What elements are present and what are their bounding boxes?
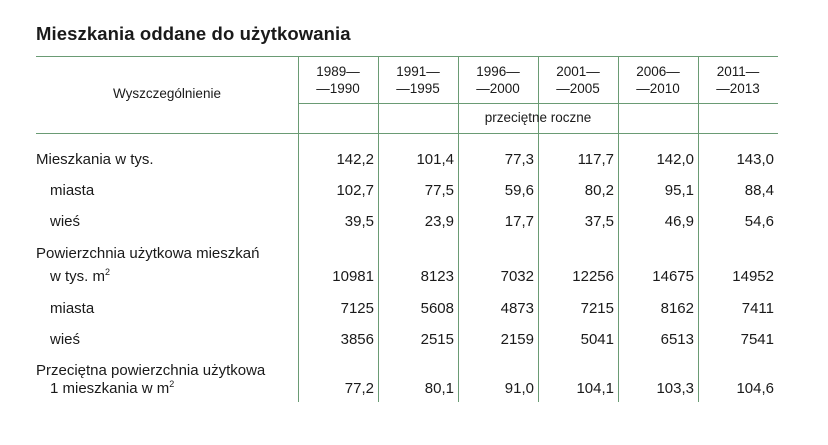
table-cell: 143,0 (736, 151, 774, 168)
table-cell: 59,6 (504, 182, 534, 199)
table-cell: 14675 (652, 268, 694, 285)
header-bottom-rule (36, 133, 778, 134)
table-cell: 80,2 (584, 182, 614, 199)
table-cell: 104,1 (576, 380, 614, 397)
column-header: 1996— —2000 (476, 64, 520, 96)
row-label: Mieszkania w tys. (36, 151, 154, 168)
column-divider (458, 56, 459, 402)
table-cell: 142,2 (336, 151, 374, 168)
unit-note: przeciętne roczne (484, 110, 592, 125)
column-divider (538, 56, 539, 402)
row-label: w tys. m2 (50, 267, 111, 286)
table-cell: 91,0 (504, 380, 534, 397)
row-label: Przeciętna powierzchnia użytkowa (36, 362, 266, 379)
table-cell: 103,3 (656, 380, 694, 397)
table-cell: 7411 (741, 300, 774, 317)
table-cell: 8123 (420, 268, 454, 285)
column-divider (378, 56, 379, 402)
table-cell: 88,4 (744, 182, 774, 199)
table-cell: 23,9 (424, 213, 454, 230)
table-cell: 104,6 (736, 380, 774, 397)
table-cell: 6513 (660, 331, 694, 348)
table-cell: 14952 (732, 268, 774, 285)
table-cell: 2159 (500, 331, 534, 348)
table-cell: 4873 (500, 300, 534, 317)
table-cell: 2515 (420, 331, 454, 348)
table-cell: 77,5 (424, 182, 454, 199)
column-header: 1991— —1995 (396, 64, 440, 96)
table-cell: 7541 (740, 331, 774, 348)
row-label: wieś (50, 331, 81, 348)
table-cell: 10981 (332, 268, 374, 285)
table-cell: 54,6 (744, 213, 774, 230)
table-cell: 17,7 (504, 213, 534, 230)
row-label: wieś (50, 213, 81, 230)
table-cell: 8162 (660, 300, 694, 317)
table-cell: 7215 (580, 300, 614, 317)
table-cell: 3856 (340, 331, 374, 348)
table-cell: 12256 (572, 268, 614, 285)
table-cell: 95,1 (664, 182, 694, 199)
table-cell: 7125 (340, 300, 374, 317)
row-label: miasta (50, 182, 95, 199)
table-cell: 37,5 (584, 213, 614, 230)
column-header: 2006— —2010 (636, 64, 680, 96)
column-divider (618, 56, 619, 402)
table-cell: 5041 (580, 331, 614, 348)
table-cell: 80,1 (424, 380, 454, 397)
table-title: Mieszkania oddane do użytkowania (36, 23, 351, 44)
table-cell: 77,3 (504, 151, 534, 168)
column-header: 2011— —2013 (716, 64, 760, 96)
column-divider (698, 56, 699, 402)
row-label: miasta (50, 300, 95, 317)
table-cell: 39,5 (344, 213, 374, 230)
row-label: 1 mieszkania w m2 (50, 379, 175, 398)
unit-superscript: 2 (169, 379, 175, 389)
table-cell: 5608 (420, 300, 454, 317)
table-cell: 117,7 (577, 151, 614, 168)
table-cell: 77,2 (344, 380, 374, 397)
top-rule (36, 56, 778, 57)
column-header: 2001— —2005 (556, 64, 600, 96)
table-cell: 102,7 (336, 182, 374, 199)
table-cell: 46,9 (664, 213, 694, 230)
row-label: Powierzchnia użytkowa mieszkań (36, 245, 260, 262)
stub-header: Wyszczególnienie (113, 86, 221, 101)
table-cell: 7032 (500, 268, 534, 285)
table-cell: 142,0 (656, 151, 694, 168)
unit-superscript: 2 (105, 267, 111, 277)
table-cell: 101,4 (416, 151, 454, 168)
column-divider (298, 56, 299, 402)
column-header: 1989— —1990 (316, 64, 360, 96)
